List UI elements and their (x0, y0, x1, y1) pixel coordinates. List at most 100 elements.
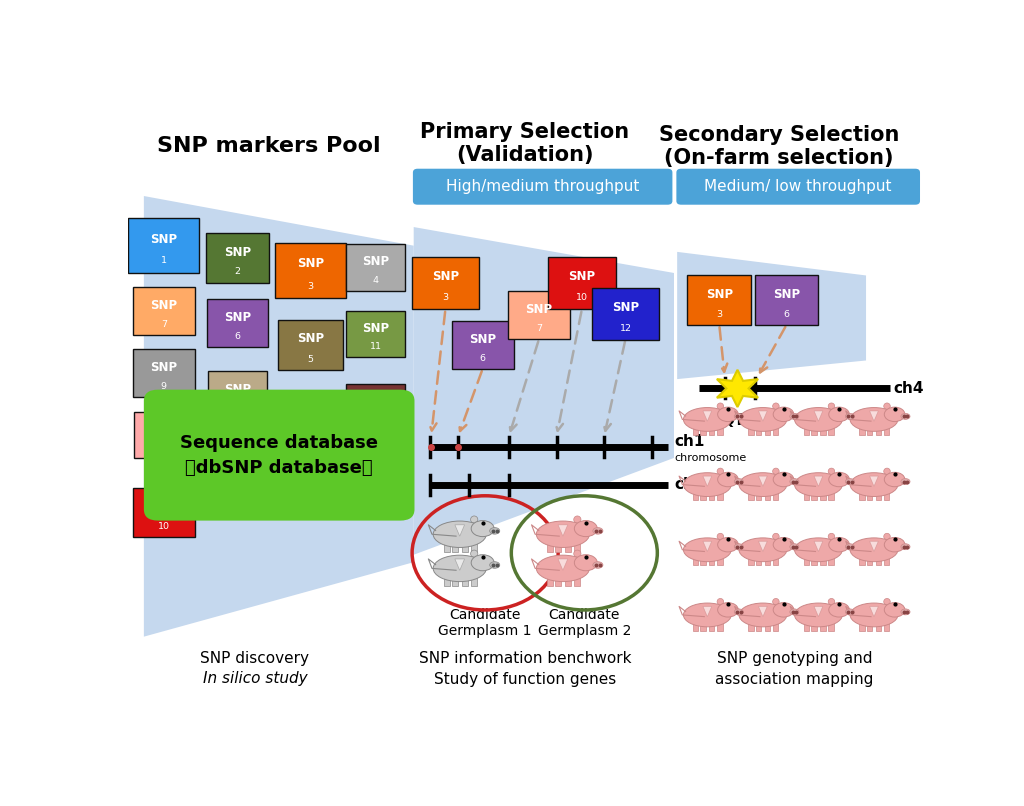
Bar (765, 426, 770, 435)
Bar (555, 575, 561, 586)
Ellipse shape (846, 609, 854, 615)
Ellipse shape (828, 603, 849, 617)
Ellipse shape (433, 521, 486, 547)
Ellipse shape (433, 555, 486, 582)
Bar (876, 426, 881, 435)
Bar (756, 556, 762, 565)
Bar (828, 426, 834, 435)
Bar (867, 556, 872, 565)
FancyBboxPatch shape (133, 488, 195, 537)
Polygon shape (677, 251, 866, 379)
Bar (693, 491, 698, 501)
Polygon shape (814, 411, 822, 422)
Polygon shape (143, 196, 414, 637)
Polygon shape (558, 559, 567, 571)
FancyBboxPatch shape (128, 218, 200, 273)
Ellipse shape (795, 408, 843, 431)
Ellipse shape (471, 516, 478, 523)
Bar (547, 575, 553, 586)
FancyBboxPatch shape (346, 244, 406, 291)
Bar (867, 621, 872, 630)
Bar (884, 426, 890, 435)
Ellipse shape (574, 555, 597, 571)
Bar (811, 491, 817, 501)
Bar (859, 491, 865, 501)
Ellipse shape (790, 609, 799, 615)
Bar (820, 556, 825, 565)
Ellipse shape (717, 534, 724, 540)
Ellipse shape (574, 521, 597, 537)
Bar (867, 491, 872, 501)
Ellipse shape (828, 599, 835, 605)
Text: 12: 12 (620, 324, 632, 333)
Text: SNP: SNP (773, 288, 800, 301)
Text: SNP: SNP (224, 383, 251, 396)
Ellipse shape (683, 538, 731, 562)
FancyBboxPatch shape (274, 243, 346, 298)
Ellipse shape (850, 538, 898, 562)
Ellipse shape (790, 544, 799, 550)
Text: SNP: SNP (224, 311, 251, 324)
Bar (709, 426, 715, 435)
Bar (765, 556, 770, 565)
Ellipse shape (773, 472, 794, 487)
Ellipse shape (593, 562, 603, 568)
Bar (749, 556, 754, 565)
Bar (765, 621, 770, 630)
Bar (804, 426, 809, 435)
Polygon shape (869, 606, 879, 617)
Bar (811, 556, 817, 565)
Polygon shape (717, 370, 758, 407)
Ellipse shape (828, 468, 835, 475)
Text: SNP: SNP (432, 270, 459, 283)
Text: ch4: ch4 (674, 477, 705, 492)
Text: Candidate
Germplasm 1: Candidate Germplasm 1 (438, 608, 531, 638)
Polygon shape (455, 559, 465, 571)
Polygon shape (759, 542, 767, 551)
Text: SNP: SNP (297, 332, 324, 345)
Polygon shape (869, 542, 879, 551)
Bar (693, 426, 698, 435)
Ellipse shape (828, 403, 835, 409)
Bar (820, 621, 825, 630)
Text: 3: 3 (716, 310, 722, 318)
FancyBboxPatch shape (207, 299, 268, 347)
FancyBboxPatch shape (452, 321, 514, 369)
Bar (859, 556, 865, 565)
FancyBboxPatch shape (548, 256, 615, 310)
Ellipse shape (683, 603, 731, 627)
Ellipse shape (683, 473, 731, 496)
Ellipse shape (795, 538, 843, 562)
Ellipse shape (790, 413, 799, 419)
Text: chromosome: chromosome (674, 453, 746, 463)
Ellipse shape (739, 473, 786, 496)
Text: SNP: SNP (224, 246, 251, 259)
Bar (828, 621, 834, 630)
Text: SNP: SNP (297, 411, 324, 424)
Polygon shape (759, 411, 767, 422)
Text: 9: 9 (161, 382, 167, 391)
Ellipse shape (471, 555, 495, 571)
Bar (700, 621, 706, 630)
Text: ch1: ch1 (674, 434, 705, 449)
FancyBboxPatch shape (208, 442, 267, 489)
Text: SNP information benchwork
Study of function genes: SNP information benchwork Study of funct… (419, 651, 631, 687)
Ellipse shape (773, 407, 794, 422)
Bar (700, 426, 706, 435)
Ellipse shape (885, 538, 905, 552)
Bar (709, 621, 715, 630)
Polygon shape (414, 227, 674, 555)
Bar (773, 621, 778, 630)
Text: SNP: SNP (362, 395, 389, 408)
Ellipse shape (573, 550, 581, 557)
Polygon shape (703, 542, 712, 551)
Text: SNP: SNP (151, 423, 177, 436)
Ellipse shape (718, 472, 738, 487)
Ellipse shape (884, 534, 890, 540)
Bar (693, 556, 698, 565)
Polygon shape (759, 476, 767, 486)
Bar (700, 556, 706, 565)
Text: In silico study: In silico study (203, 671, 307, 687)
Polygon shape (814, 476, 822, 486)
FancyBboxPatch shape (508, 291, 570, 339)
